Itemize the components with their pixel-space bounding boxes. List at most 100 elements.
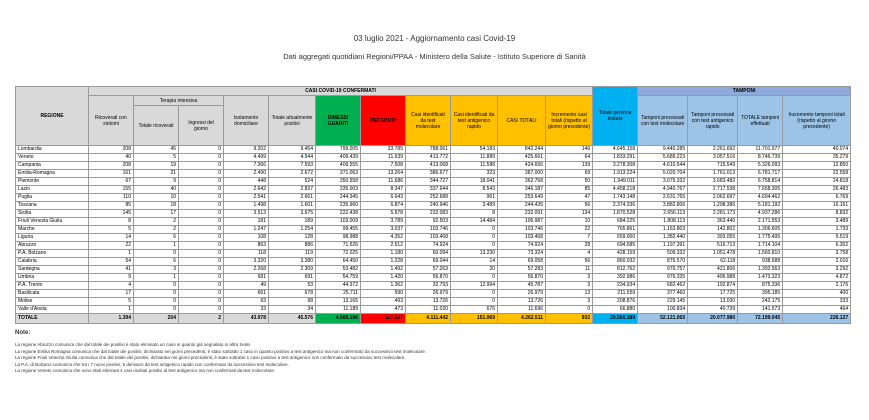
cell: 11.189 <box>315 305 361 314</box>
cell: 860.032 <box>592 257 639 266</box>
cell: 12.850 <box>782 161 852 170</box>
cell: 393.055 <box>687 233 739 242</box>
cell: 208.876 <box>592 297 639 306</box>
cell: 3 <box>544 273 594 282</box>
cell: 3.380 <box>268 257 316 266</box>
cell: 2.717.538 <box>687 185 739 194</box>
cell: 350.558 <box>315 177 361 186</box>
total-cell: 1.394 <box>88 313 134 324</box>
cell: 0 <box>178 193 224 202</box>
cell: 40.074 <box>782 145 852 154</box>
cell: 0 <box>450 273 498 282</box>
cell: 181 <box>223 217 269 226</box>
cell: 5 <box>88 297 134 306</box>
cell: 17 <box>88 289 134 298</box>
cell: 1.913.224 <box>592 169 639 178</box>
cell: 1.833.291 <box>592 153 639 162</box>
cell: 409.439 <box>315 153 361 162</box>
cell: 1.382.440 <box>637 233 689 242</box>
cell: 232.091 <box>497 209 546 218</box>
cell: 110 <box>88 193 134 202</box>
cell: 141.573 <box>737 305 784 314</box>
note: La regione Friuli Venezia Giulia comunic… <box>15 355 406 361</box>
cell: 19 <box>133 161 179 170</box>
cell: 1.228 <box>360 257 406 266</box>
cell: 11.696 <box>497 305 546 314</box>
cell: 7.366 <box>223 161 269 170</box>
table-row: Toscana 85 18 0 1.498 1.601 235.960 6.874 240.94… <box>15 201 852 210</box>
cell: 17.725 <box>687 289 739 298</box>
cell: 60.094 <box>405 249 451 258</box>
cell: 54.183 <box>450 145 498 154</box>
cell: 0 <box>450 297 498 306</box>
cell: 103.746 <box>405 225 451 234</box>
cell: 2.374.336 <box>592 201 639 210</box>
cell: 4.458.218 <box>592 185 639 194</box>
cell: 2.281.173 <box>687 209 739 218</box>
cell: 17 <box>133 209 179 218</box>
cell: 64 <box>544 153 594 162</box>
cell: 98.988 <box>315 233 361 242</box>
cell: 1.473.323 <box>737 273 784 282</box>
cell: 69.058 <box>497 257 546 266</box>
cell: 49 <box>223 281 269 290</box>
cell: 3.320 <box>223 257 269 266</box>
cell: 56 <box>544 201 594 210</box>
cell: 6.874 <box>360 201 406 210</box>
cell: 11 <box>544 265 594 274</box>
cell: 11.701.977 <box>737 145 784 154</box>
cell: 242.175 <box>737 297 784 306</box>
cell: 20 <box>450 265 498 274</box>
cell: 2.171.553 <box>737 217 784 226</box>
cell: 73.324 <box>497 249 546 258</box>
cell: 69 <box>544 169 594 178</box>
table-row: Valle d'Aosta 1 0 0 33 34 11.189 473 11.020 676 11… <box>15 305 852 314</box>
cell: 9.440.285 <box>637 145 689 154</box>
group-header: Terapia intensiva <box>133 95 224 106</box>
cell: 232.083 <box>405 209 451 218</box>
cell: 72.025 <box>315 249 361 258</box>
cell: 1.714.104 <box>737 241 784 250</box>
cell: 240.946 <box>405 201 451 210</box>
cell: 1.197.391 <box>637 241 689 250</box>
total-cell: 45.576 <box>268 313 316 324</box>
cell: 34 <box>268 305 316 314</box>
cell: 47 <box>544 193 594 202</box>
cell: 715.549 <box>687 161 739 170</box>
cell: 448 <box>223 177 269 186</box>
cell: 211.559 <box>592 289 639 298</box>
table-row: P.A. Trento 4 0 0 49 53 44.372 1.362 32.793 12.99… <box>15 281 852 290</box>
total-cell: 43.978 <box>223 313 269 324</box>
cell: 1.306.605 <box>737 225 784 234</box>
cell: 425.661 <box>497 153 546 162</box>
cell: 234.934 <box>592 281 639 290</box>
cell: 146 <box>544 145 594 154</box>
table-row: Friuli Venezia Giulia 8 2 0 181 189 103.009 3.7… <box>15 217 852 226</box>
cell: 56.870 <box>405 273 451 282</box>
table-row: Sicilia 145 17 0 3.513 3.675 222.438 5.978 232.0… <box>15 209 852 218</box>
cell: 0 <box>133 297 179 306</box>
total-cell: 4.089.196 <box>315 313 361 324</box>
cell: 7.658.305 <box>737 185 784 194</box>
cell: 4.499 <box>223 153 269 162</box>
cell: 676 <box>450 305 498 314</box>
cell: 3.489 <box>782 217 852 226</box>
cell: 6 <box>133 233 179 242</box>
cell: 18.041 <box>450 177 498 186</box>
cell: 69.044 <box>405 257 451 266</box>
header: Totale attualmente positivi <box>268 95 316 146</box>
cell: 2.309 <box>268 265 316 274</box>
cell: 26.979 <box>497 289 546 298</box>
cell: 4.694.462 <box>737 193 784 202</box>
cell: 0 <box>133 305 179 314</box>
cell: 386.677 <box>405 169 451 178</box>
cell: 142.802 <box>687 225 739 234</box>
cell: 53.482 <box>315 265 361 274</box>
note: La regione Abruzzo comunica che dal tota… <box>15 342 252 348</box>
header: DIMESSI GUARITI <box>315 95 361 146</box>
cell: 3 <box>544 281 594 290</box>
cell: 1.492 <box>360 265 406 274</box>
cell: 208 <box>88 145 134 154</box>
cell: 0 <box>178 265 224 274</box>
